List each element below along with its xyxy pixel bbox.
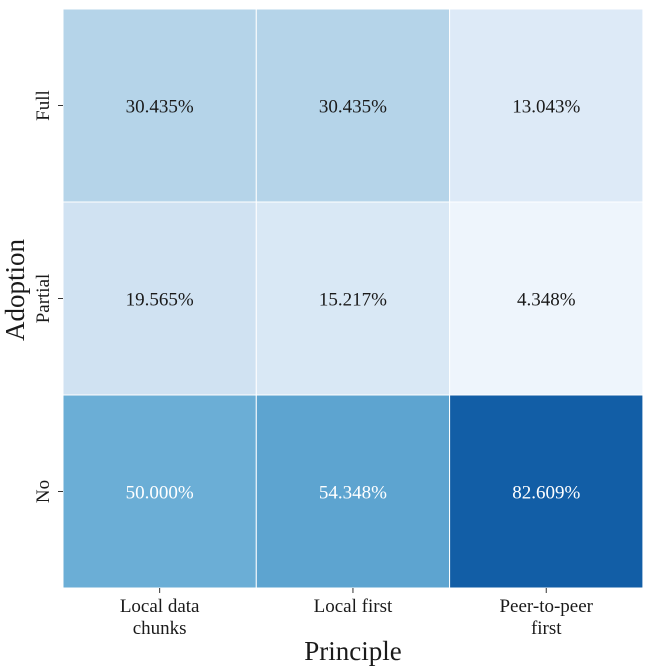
y-axis-title: Adoption <box>0 239 30 342</box>
heatmap-cell-r1-c2 <box>449 201 644 396</box>
y-tick-labels: Full Partial No <box>33 90 63 503</box>
heatmap-cell-r0-c2 <box>449 8 644 203</box>
heatmap-cell-r0-c0 <box>62 8 257 203</box>
heatmap-cell-r0-c1 <box>255 8 451 203</box>
heatmap-cell-r1-c1 <box>255 201 451 396</box>
x-tick-labels: Local data chunks Local first Peer-to-peer f… <box>120 588 594 639</box>
cell-value-label-r2-c0: 50.000% <box>126 483 194 504</box>
cell-value-label-r1-c1: 15.217% <box>319 290 387 311</box>
y-tick-label-1: Partial <box>33 274 54 324</box>
x-tick-label-2: Peer-to-peer first <box>499 596 593 639</box>
x-axis-title: Principle <box>304 636 401 666</box>
heatmap-cell-r2-c1 <box>255 394 451 589</box>
x-tick-label-0: Local data chunks <box>120 596 200 639</box>
cell-value-label-r1-c2: 4.348% <box>517 290 576 311</box>
heatmap-cell-r2-c0 <box>62 394 257 589</box>
heatmap-cell-r1-c0 <box>62 201 257 396</box>
cell-value-label-r2-c1: 54.348% <box>319 483 387 504</box>
cell-value-label-r0-c1: 30.435% <box>319 97 387 118</box>
cell-value-label-r1-c0: 19.565% <box>126 290 194 311</box>
heatmap-cells: 30.435% 30.435% 13.043% 19.565% 15.217% 4.348… <box>62 8 644 589</box>
y-tick-label-2: No <box>33 480 54 503</box>
cell-value-label-r0-c0: 30.435% <box>126 97 194 118</box>
y-tick-label-0: Full <box>33 90 54 121</box>
cell-value-label-r2-c2: 82.609% <box>512 483 580 504</box>
cell-value-label-r0-c2: 13.043% <box>512 97 580 118</box>
x-tick-label-1: Local first <box>314 596 393 617</box>
